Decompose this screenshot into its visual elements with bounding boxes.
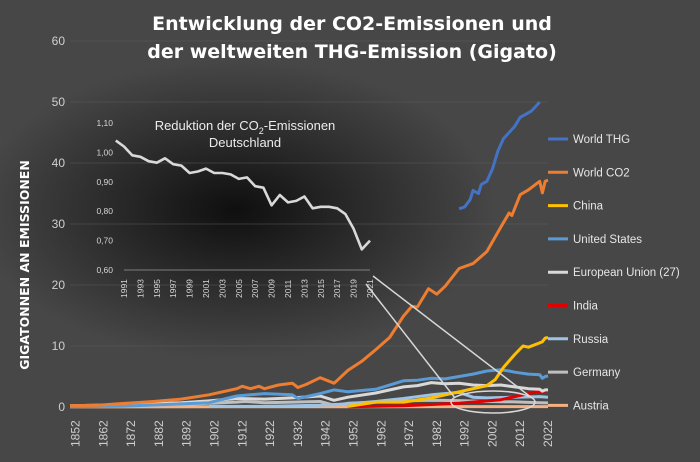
x-tick-label: 1982: [430, 420, 444, 447]
zoom-connector-2: [372, 275, 533, 399]
legend-label-european-union-27-: European Union (27): [573, 267, 680, 279]
inset-y-tick-label: 0,70: [96, 236, 113, 246]
inset-x-tick-label: 1999: [185, 279, 195, 298]
inset-title-line-1: Reduktion der CO2-Emissionen: [155, 118, 336, 136]
inset-y-tick-label: 0,90: [96, 177, 113, 187]
inset-x-tick-label: 2001: [201, 279, 211, 298]
x-tick-label: 1882: [152, 420, 166, 447]
inset-series: [115, 139, 371, 251]
y-tick-label: 0: [58, 400, 65, 414]
inset-x-tick-label: 1991: [119, 279, 129, 298]
legend-label-world-thg: World THG: [573, 134, 630, 146]
y-tick-label: 60: [52, 34, 66, 48]
x-tick-label: 1952: [346, 420, 360, 447]
zoom-annotation: [365, 275, 536, 414]
legend: World THG World CO2 China United States Euro…: [548, 134, 680, 412]
inset-x-tick-label: 1997: [168, 279, 178, 298]
legend-label-india: India: [573, 301, 599, 313]
series-line-world-co2: [69, 178, 549, 408]
inset-chart: Reduktion der CO2-Emissionen Deutschland…: [96, 118, 375, 298]
inset-y-ticks: 1,10 1,00 0,90 0,80 0,70 0,60: [96, 118, 113, 275]
series-line-world-thg: [458, 100, 541, 211]
y-tick-label: 10: [52, 339, 66, 353]
x-tick-label: 1872: [124, 420, 138, 447]
y-tick-label: 40: [52, 156, 66, 170]
y-tick-label: 30: [52, 217, 66, 231]
chart-title: Entwicklung der CO2-Emissionen und der w…: [147, 13, 557, 63]
x-tick-label: 1992: [458, 420, 472, 447]
legend-label-germany: Germany: [573, 367, 621, 379]
inset-x-tick-label: 2019: [349, 279, 359, 298]
series-line-united-states: [69, 368, 549, 409]
inset-x-tick-label: 1995: [152, 279, 162, 298]
x-tick-label: 1862: [96, 420, 110, 447]
x-tick-label: 1852: [69, 420, 83, 447]
inset-title-line-2: Deutschland: [209, 135, 281, 150]
inset-x-tick-label: 2013: [299, 279, 309, 298]
inset-series-line: [115, 139, 371, 251]
gridlines: [70, 40, 548, 408]
x-tick-label: 1902: [208, 420, 222, 447]
zoom-connector-1: [365, 283, 456, 399]
x-tick-label: 2002: [485, 420, 499, 447]
x-tick-label: 1942: [319, 420, 333, 447]
inset-x-tick-label: 2005: [234, 279, 244, 298]
inset-y-tick-label: 1,10: [96, 118, 113, 128]
legend-label-united-states: United States: [573, 234, 642, 246]
series-line-european-union-27-: [69, 381, 548, 408]
x-tick-label: 2022: [541, 420, 555, 447]
zoom-ellipse: [450, 390, 536, 414]
inset-y-tick-label: 0,60: [96, 265, 113, 275]
inset-x-tick-label: 1993: [135, 279, 145, 298]
y-axis-ticks: 0 10 20 30 40 50 60: [52, 34, 66, 414]
chart-title-line-2: der weltweiten THG-Emission (Gigato): [147, 41, 557, 63]
legend-label-austria: Austria: [573, 400, 609, 412]
series-line-china: [347, 336, 549, 408]
y-tick-label: 20: [52, 278, 66, 292]
series-lines: [69, 100, 549, 409]
y-tick-label: 50: [52, 95, 66, 109]
inset-x-tick-label: 2003: [217, 279, 227, 298]
inset-x-tick-label: 2009: [267, 279, 277, 298]
inset-y-tick-label: 1,00: [96, 147, 113, 157]
inset-x-tick-label: 2007: [250, 279, 260, 298]
x-tick-label: 1912: [235, 420, 249, 447]
inset-x-tick-label: 2017: [332, 279, 342, 298]
x-tick-label: 1932: [291, 420, 305, 447]
inset-x-tick-label: 2011: [283, 279, 293, 298]
x-tick-label: 1962: [374, 420, 388, 447]
inset-x-tick-label: 2015: [316, 279, 326, 298]
legend-label-world-co2: World CO2: [573, 167, 630, 179]
x-tick-label: 1922: [263, 420, 277, 447]
x-tick-label: 1892: [180, 420, 194, 447]
chart-title-line-1: Entwicklung der CO2-Emissionen und: [152, 13, 552, 35]
y-axis-label: GIGATONNEN AN EMISSIONEN: [17, 160, 32, 370]
legend-label-china: China: [573, 201, 604, 213]
x-tick-label: 2012: [513, 420, 527, 447]
inset-x-tick-label: 2021: [365, 279, 375, 298]
x-tick-label: 1972: [402, 420, 416, 447]
inset-x-ticks: 1991 1993 1995 1997 1999 2001 2003 2005 2007 2009…: [119, 269, 375, 298]
legend-label-russia: Russia: [573, 334, 609, 346]
x-axis-ticks: 1852 1862 1872 1882 1892 1902 1912 1922 1932 1942…: [69, 420, 555, 447]
inset-y-tick-label: 0,80: [96, 206, 113, 216]
